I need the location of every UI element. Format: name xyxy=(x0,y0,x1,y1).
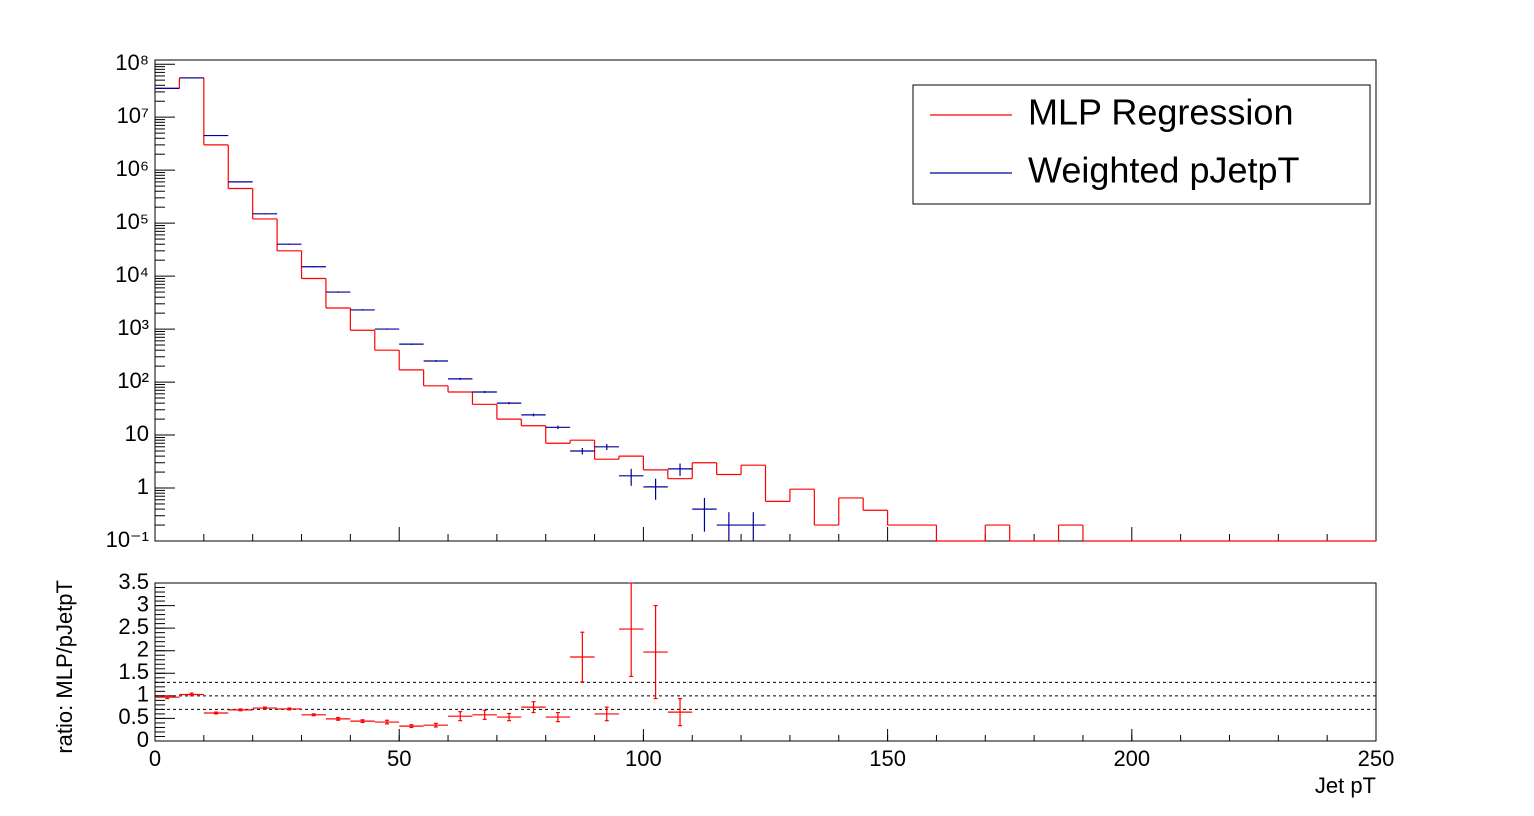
y-tick-label: 0 xyxy=(137,727,149,752)
x-axis-label: Jet pT xyxy=(1315,773,1376,798)
y-tick-label: 1 xyxy=(137,474,149,499)
legend-label: Weighted pJetpT xyxy=(1028,150,1300,191)
y-tick-label: 10⁷ xyxy=(117,103,149,128)
y-tick-label: 10 xyxy=(125,421,149,446)
y-tick-label: 10² xyxy=(117,368,149,393)
x-tick-label: 150 xyxy=(869,746,906,771)
y-tick-label: 1.5 xyxy=(118,659,149,684)
x-tick-label: 100 xyxy=(625,746,662,771)
legend-box xyxy=(912,84,1371,205)
y-axis-label: ratio: MLP/pJetpT xyxy=(52,580,77,754)
bottom-frame xyxy=(154,582,1377,742)
x-tick-label: 50 xyxy=(387,746,411,771)
top-frame xyxy=(154,59,1377,542)
y-tick-label: 0.5 xyxy=(118,704,149,729)
y-tick-label: 1 xyxy=(137,682,149,707)
y-tick-label: 2.5 xyxy=(118,614,149,639)
y-tick-label: 3 xyxy=(137,591,149,616)
x-tick-label: 200 xyxy=(1113,746,1150,771)
legend-label: MLP Regression xyxy=(1028,92,1293,133)
y-tick-label: 2 xyxy=(137,637,149,662)
y-tick-label: 10⁻¹ xyxy=(106,527,149,552)
x-tick-label: 250 xyxy=(1358,746,1395,771)
y-tick-label: 10⁸ xyxy=(115,50,149,75)
y-tick-label: 10⁵ xyxy=(115,209,149,234)
y-tick-label: 10⁴ xyxy=(115,262,149,287)
y-tick-label: 10³ xyxy=(117,315,149,340)
y-tick-label: 10⁶ xyxy=(115,156,149,181)
y-tick-label: 3.5 xyxy=(118,569,149,594)
x-tick-label: 0 xyxy=(149,746,161,771)
